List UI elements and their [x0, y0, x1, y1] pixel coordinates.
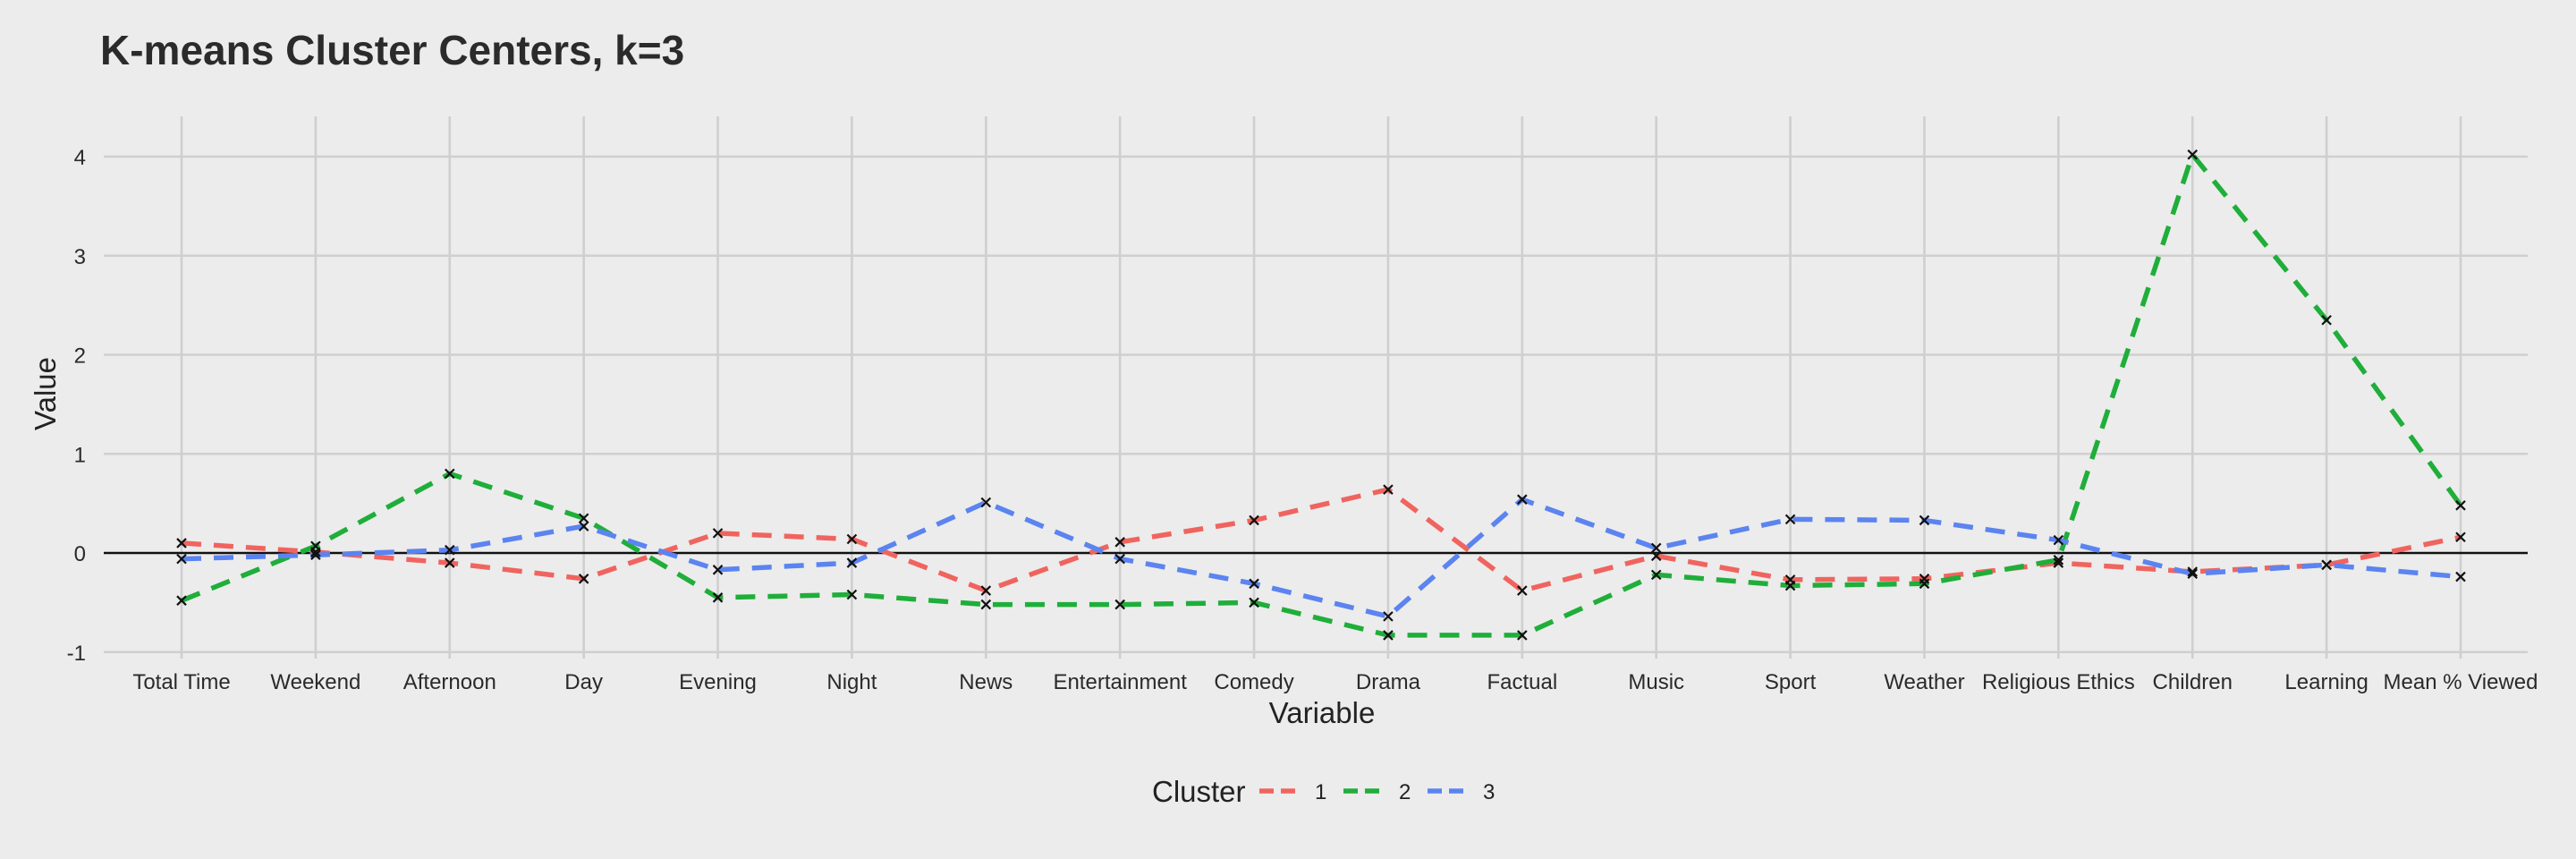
grid-layer	[104, 116, 2528, 659]
data-point-cluster-1	[2455, 532, 2466, 543]
y-tick-label: 3	[74, 245, 86, 269]
data-point-cluster-1	[1383, 484, 1394, 495]
x-tick-label: Total Time	[132, 670, 230, 694]
data-point-cluster-1	[1114, 537, 1125, 548]
data-point-cluster-2	[846, 589, 858, 600]
data-point-cluster-2	[1517, 630, 1528, 641]
x-tick-label: Evening	[679, 670, 757, 694]
y-tick-label: 4	[74, 146, 86, 170]
data-point-cluster-3	[176, 553, 187, 565]
points-layer	[176, 149, 2466, 641]
x-tick-label: Learning	[2284, 670, 2368, 694]
y-tick-label: -1	[67, 642, 86, 666]
data-point-cluster-3	[1383, 611, 1394, 622]
data-point-cluster-1	[2053, 557, 2064, 568]
data-point-cluster-2	[1919, 578, 1930, 590]
data-point-cluster-3	[1919, 515, 1930, 526]
x-tick-labels: Total Time Weekend Afternoon Day Evening Nigh…	[132, 670, 2538, 694]
data-point-cluster-3	[712, 565, 724, 575]
data-point-cluster-2	[1383, 630, 1394, 641]
data-point-cluster-2	[2187, 149, 2199, 160]
data-point-cluster-2	[1249, 597, 1259, 608]
data-point-cluster-2	[578, 513, 589, 524]
data-point-cluster-2	[1784, 580, 1796, 591]
data-point-cluster-2	[310, 540, 321, 552]
data-point-cluster-2	[712, 592, 724, 603]
series-layer	[180, 152, 2463, 638]
x-tick-label: Factual	[1487, 670, 1557, 694]
data-point-cluster-1	[1650, 550, 1662, 562]
legend-label-cluster-3: 3	[1483, 780, 1495, 804]
data-point-cluster-2	[2321, 314, 2332, 326]
data-point-cluster-1	[846, 533, 858, 545]
data-point-cluster-3	[1114, 553, 1125, 565]
data-point-cluster-2	[2455, 500, 2466, 511]
x-tick-label: Drama	[1356, 670, 1421, 694]
data-point-cluster-2	[1650, 569, 1662, 581]
x-tick-label: Weather	[1884, 670, 1964, 694]
x-tick-label: Entertainment	[1053, 670, 1187, 694]
data-point-cluster-3	[2321, 559, 2332, 571]
series-line-cluster-2	[180, 152, 2463, 638]
data-point-cluster-1	[2187, 566, 2199, 577]
x-tick-label: Night	[826, 670, 877, 694]
y-tick-labels: -1 0 1 2 3 4	[67, 146, 86, 666]
x-tick-label: Children	[2153, 670, 2233, 694]
data-point-cluster-3	[444, 544, 455, 556]
legend: Cluster 1 2 3	[1152, 775, 1495, 808]
data-point-cluster-1	[176, 538, 187, 549]
legend-title: Cluster	[1152, 775, 1246, 808]
data-point-cluster-3	[1650, 542, 1662, 554]
y-tick-label: 2	[74, 344, 86, 369]
x-tick-label: Music	[1628, 670, 1684, 694]
x-tick-label: Comedy	[1214, 670, 1293, 694]
data-point-cluster-3	[1249, 578, 1259, 590]
data-point-cluster-3	[578, 521, 589, 532]
data-point-cluster-2	[1114, 599, 1125, 610]
x-tick-label: Sport	[1765, 670, 1817, 694]
data-point-cluster-3	[310, 549, 321, 560]
x-axis-title: Variable	[1269, 696, 1376, 729]
x-tick-label: News	[959, 670, 1013, 694]
data-point-cluster-3	[2053, 534, 2064, 546]
data-point-cluster-1	[1517, 585, 1528, 596]
data-point-cluster-1	[578, 574, 589, 584]
data-point-cluster-2	[980, 599, 992, 610]
series-line-cluster-1	[181, 487, 2462, 593]
data-point-cluster-1	[712, 528, 724, 539]
chart-title: K-means Cluster Centers, k=3	[100, 27, 684, 73]
data-point-cluster-2	[2053, 554, 2064, 566]
data-point-cluster-1	[980, 585, 992, 596]
data-point-cluster-3	[1517, 494, 1528, 505]
data-point-cluster-2	[176, 595, 187, 606]
x-tick-label: Mean % Viewed	[2384, 670, 2538, 694]
data-point-cluster-1	[1249, 515, 1259, 526]
data-point-cluster-3	[2455, 571, 2466, 583]
series-line-cluster-3	[181, 497, 2462, 619]
legend-label-cluster-1: 1	[1315, 780, 1326, 804]
y-tick-label: 1	[74, 443, 86, 467]
data-point-cluster-3	[846, 557, 858, 568]
x-tick-label: Weekend	[270, 670, 360, 694]
data-point-cluster-1	[444, 557, 455, 568]
data-point-cluster-3	[2187, 568, 2199, 580]
legend-label-cluster-2: 2	[1399, 780, 1411, 804]
data-point-cluster-2	[444, 468, 455, 480]
x-tick-label: Religious Ethics	[1982, 670, 2135, 694]
data-point-cluster-3	[1784, 514, 1796, 525]
data-point-cluster-3	[980, 497, 992, 508]
y-axis-title: Value	[29, 357, 62, 430]
y-tick-label: 0	[74, 542, 86, 566]
x-tick-label: Day	[564, 670, 603, 694]
x-tick-label: Afternoon	[403, 670, 496, 694]
